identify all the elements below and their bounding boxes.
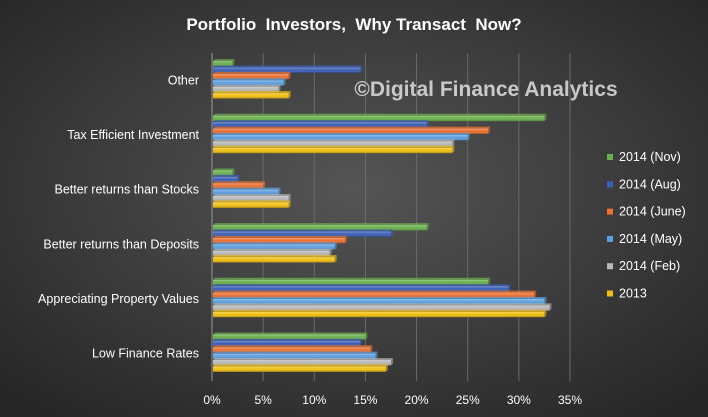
bar bbox=[213, 126, 491, 134]
bar bbox=[213, 303, 552, 311]
bar bbox=[213, 139, 455, 147]
chart-title: Portfolio Investors, Why Transact Now? bbox=[186, 15, 521, 34]
legend-swatch bbox=[607, 154, 613, 160]
bar bbox=[213, 120, 429, 128]
grid bbox=[211, 53, 571, 381]
bar bbox=[213, 194, 291, 202]
bar bbox=[213, 174, 240, 183]
legend: 2014 (Nov) 2014 (Aug) 2014 (June) 2014 (May… bbox=[607, 150, 686, 301]
bar bbox=[213, 65, 363, 73]
bar bbox=[213, 229, 393, 237]
bar bbox=[213, 242, 337, 250]
category-label: Better returns than Deposits bbox=[43, 237, 199, 251]
x-tick-label: 10% bbox=[302, 393, 326, 407]
bar bbox=[213, 332, 368, 340]
bar bbox=[213, 181, 266, 189]
legend-label: 2014 (Feb) bbox=[619, 259, 680, 273]
legend-item: 2014 (Aug) bbox=[607, 177, 681, 191]
bar bbox=[213, 284, 511, 292]
category-labels: Other Tax Efficient Investment Better retu… bbox=[38, 73, 199, 360]
legend-swatch bbox=[607, 235, 613, 242]
bar bbox=[213, 133, 470, 141]
bar bbox=[213, 59, 235, 67]
category-label: Tax Efficient Investment bbox=[67, 128, 199, 142]
category-label: Low Finance Rates bbox=[92, 347, 199, 361]
category-label: Appreciating Property Values bbox=[38, 292, 199, 306]
legend-swatch bbox=[607, 263, 613, 270]
x-tick-label: 15% bbox=[353, 393, 377, 407]
bar bbox=[213, 290, 537, 298]
bar bbox=[213, 364, 388, 372]
legend-label: 2014 (Aug) bbox=[619, 177, 681, 191]
legend-label: 2014 (May) bbox=[619, 232, 682, 246]
x-tick-labels: 0% 5% 10% 15% 20% 25% 30% 35% bbox=[203, 393, 582, 407]
category-label: Better returns than Stocks bbox=[54, 183, 199, 197]
bar bbox=[213, 187, 281, 196]
x-tick-label: 20% bbox=[405, 393, 429, 407]
category-label: Other bbox=[168, 73, 199, 87]
bar bbox=[213, 235, 347, 244]
bar bbox=[213, 84, 281, 93]
bar bbox=[213, 91, 291, 99]
x-tick-label: 35% bbox=[558, 393, 582, 407]
legend-label: 2013 bbox=[619, 287, 647, 301]
bar bbox=[213, 277, 491, 286]
bar bbox=[213, 223, 429, 231]
bar bbox=[213, 338, 363, 347]
bar bbox=[213, 309, 547, 318]
x-tick-label: 25% bbox=[456, 393, 480, 407]
bar bbox=[213, 351, 378, 360]
bar bbox=[213, 200, 291, 208]
bar bbox=[213, 71, 291, 80]
bar bbox=[213, 358, 393, 366]
x-tick-label: 30% bbox=[507, 393, 531, 407]
legend-swatch bbox=[607, 208, 613, 215]
x-tick-label: 0% bbox=[203, 393, 221, 407]
bar bbox=[213, 297, 547, 305]
legend-swatch bbox=[607, 290, 613, 297]
legend-item: 2014 (June) bbox=[607, 205, 686, 219]
legend-label: 2014 (Nov) bbox=[619, 150, 681, 164]
bar bbox=[213, 168, 235, 176]
legend-item: 2013 bbox=[607, 287, 647, 301]
bar bbox=[213, 248, 332, 257]
legend-item: 2014 (Feb) bbox=[607, 259, 680, 273]
legend-label: 2014 (June) bbox=[619, 205, 686, 219]
legend-item: 2014 (May) bbox=[607, 232, 682, 246]
bar bbox=[213, 345, 373, 353]
legend-item: 2014 (Nov) bbox=[607, 150, 681, 164]
bar bbox=[213, 255, 337, 263]
watermark: ©Digital Finance Analytics bbox=[354, 78, 617, 101]
bar bbox=[213, 78, 286, 86]
legend-swatch bbox=[607, 181, 613, 188]
bar bbox=[213, 113, 547, 122]
x-tick-label: 5% bbox=[254, 393, 272, 407]
bars bbox=[213, 59, 552, 372]
bar bbox=[213, 145, 455, 154]
